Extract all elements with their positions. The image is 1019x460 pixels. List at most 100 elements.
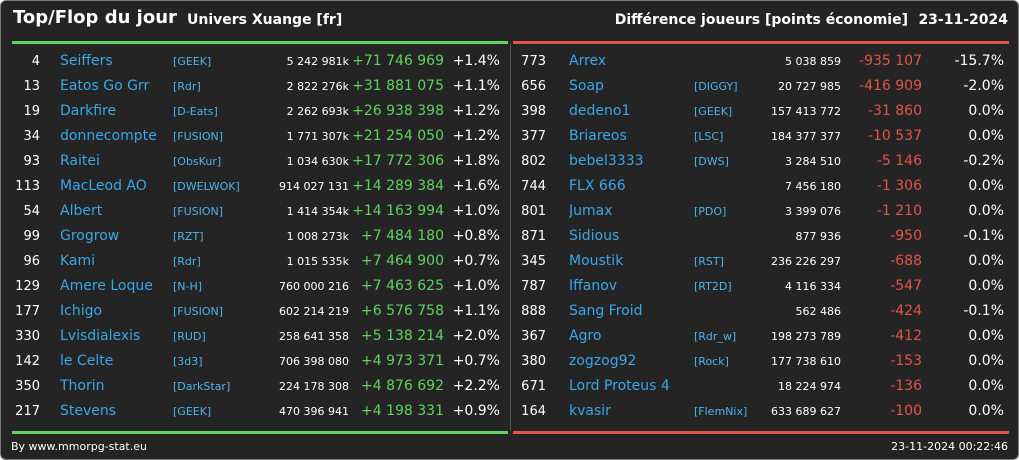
player-rank: 671 (521, 379, 546, 394)
player-name-link[interactable]: Lvisdialexis (60, 328, 141, 344)
player-name-link[interactable]: Lord Proteus 4 (569, 378, 670, 394)
player-points: 914 027 131 (279, 180, 349, 193)
flop-player-row: 345 Moustik [RST] 236 226 297 -688 0.0% (512, 249, 1010, 274)
flop-player-row: 801 Jumax [PDO] 3 399 076 -1 210 0.0% (512, 199, 1010, 224)
percent-change: 0.0% (968, 353, 1004, 369)
alliance-tag-link[interactable]: [FUSION] (173, 130, 224, 143)
player-name-link[interactable]: Stevens (60, 403, 117, 419)
points-difference: -547 (890, 278, 922, 294)
player-name-link[interactable]: Arrex (569, 53, 607, 69)
player-rank: 398 (521, 104, 546, 119)
player-name-link[interactable]: Thorin (60, 378, 105, 394)
points-difference: -1 306 (876, 178, 922, 194)
player-points: 258 641 358 (279, 330, 349, 343)
player-name-link[interactable]: Grogrow (60, 228, 120, 244)
player-name-link[interactable]: Moustik (569, 253, 624, 269)
percent-change: -15.7% (954, 53, 1004, 69)
flop-footer-divider (513, 431, 1009, 434)
alliance-tag-link[interactable]: [LSC] (694, 130, 724, 143)
player-name-link[interactable]: MacLeod AO (60, 178, 147, 194)
player-name-link[interactable]: Iffanov (569, 278, 618, 294)
top-player-row: 93 Raitei [ObsKur] 1 034 630k +17 772 306 +1.… (11, 149, 509, 174)
player-name-link[interactable]: Seiffers (60, 53, 113, 69)
alliance-tag-link[interactable]: [RUD] (173, 330, 206, 343)
alliance-tag-link[interactable]: [PDO] (694, 205, 727, 218)
alliance-tag-link[interactable]: [RT2D] (694, 280, 732, 293)
player-name-link[interactable]: Albert (60, 203, 103, 219)
player-name-link[interactable]: Soap (569, 78, 604, 94)
player-rank: 367 (521, 329, 546, 344)
player-name-link[interactable]: Sidious (569, 228, 620, 244)
player-name-link[interactable]: bebel3333 (569, 153, 644, 169)
alliance-tag-link[interactable]: [DWELWOK] (173, 180, 240, 193)
player-points: 20 727 985 (778, 80, 841, 93)
player-rank: 801 (521, 204, 546, 219)
alliance-tag-link[interactable]: [RZT] (173, 230, 204, 243)
player-name-link[interactable]: Darkfire (60, 103, 117, 119)
alliance-tag-link[interactable]: [ObsKur] (173, 155, 222, 168)
top-player-row: 19 Darkfire [D-Eats] 2 262 693k +26 938 398 +… (11, 99, 509, 124)
player-name-link[interactable]: Kami (60, 253, 96, 269)
alliance-tag-link[interactable]: [Rock] (694, 355, 729, 368)
player-name-link[interactable]: dedeno1 (569, 103, 631, 119)
alliance-tag-link[interactable]: [N-H] (173, 280, 203, 293)
alliance-tag-link[interactable]: [DarkStar] (173, 380, 231, 393)
points-difference: +31 881 075 (352, 78, 444, 94)
player-rank: 787 (521, 279, 546, 294)
player-points: 184 377 377 (771, 130, 841, 143)
alliance-tag-link[interactable]: [Rdr] (173, 255, 201, 268)
percent-change: +1.8% (452, 153, 500, 169)
alliance-tag-link[interactable]: [GEEK] (173, 405, 212, 418)
alliance-tag-link[interactable]: [FlemNix] (694, 405, 748, 418)
player-name-link[interactable]: Briareos (569, 128, 627, 144)
player-name-link[interactable]: Agro (569, 328, 602, 344)
top-player-row: 54 Albert [FUSION] 1 414 354k +14 163 994 +1.… (11, 199, 509, 224)
player-rank: 773 (521, 54, 546, 69)
player-rank: 99 (23, 229, 40, 244)
player-points: 633 689 627 (771, 405, 841, 418)
percent-change: 0.0% (968, 278, 1004, 294)
alliance-tag-link[interactable]: [GEEK] (173, 55, 212, 68)
player-name-link[interactable]: Ichigo (60, 303, 103, 319)
top-player-row: 4 Seiffers [GEEK] 5 242 981k +71 746 969 +1.4… (11, 49, 509, 74)
player-rank: 13 (23, 79, 40, 94)
alliance-tag-link[interactable]: [DIGGY] (694, 80, 738, 93)
alliance-tag-link[interactable]: [RST] (694, 255, 724, 268)
alliance-tag-link[interactable]: [GEEK] (694, 105, 733, 118)
player-points: 706 398 080 (279, 355, 349, 368)
top-player-row: 177 Ichigo [FUSION] 602 214 219 +6 576 758 +1… (11, 299, 509, 324)
player-name-link[interactable]: Sang Froid (569, 303, 643, 319)
player-name-link[interactable]: Amere Loque (60, 278, 153, 294)
player-points: 1 034 630k (286, 155, 349, 168)
points-difference: +26 938 398 (352, 103, 444, 119)
player-rank: 19 (23, 104, 40, 119)
player-rank: 142 (15, 354, 40, 369)
alliance-tag-link[interactable]: [Rdr_w] (694, 330, 737, 343)
player-name-link[interactable]: Jumax (569, 203, 613, 219)
points-difference: -100 (890, 403, 922, 419)
player-name-link[interactable]: zogzog92 (569, 353, 637, 369)
top-player-row: 34 donnecompte [FUSION] 1 771 307k +21 254 0… (11, 124, 509, 149)
percent-change: 0.0% (968, 128, 1004, 144)
alliance-tag-link[interactable]: [DWS] (694, 155, 729, 168)
flop-player-row: 367 Agro [Rdr_w] 198 273 789 -412 0.0% (512, 324, 1010, 349)
alliance-tag-link[interactable]: [D-Eats] (173, 105, 218, 118)
percent-change: +1.1% (452, 303, 500, 319)
player-name-link[interactable]: le Celte (60, 353, 114, 369)
player-name-link[interactable]: kvasir (569, 403, 611, 419)
column-divider (510, 44, 511, 431)
alliance-tag-link[interactable]: [Rdr] (173, 80, 201, 93)
points-difference: -412 (890, 328, 922, 344)
player-name-link[interactable]: FLX 666 (569, 178, 626, 194)
metric-label: Différence joueurs [points économie] (614, 12, 908, 28)
player-points: 1 414 354k (286, 205, 349, 218)
alliance-tag-link[interactable]: [FUSION] (173, 305, 224, 318)
alliance-tag-link[interactable]: [FUSION] (173, 205, 224, 218)
percent-change: 0.0% (968, 103, 1004, 119)
alliance-tag-link[interactable]: [3d3] (173, 355, 203, 368)
percent-change: +2.2% (452, 378, 500, 394)
player-name-link[interactable]: Raitei (60, 153, 100, 169)
player-name-link[interactable]: Eatos Go Grr (60, 78, 150, 94)
points-difference: -950 (890, 228, 922, 244)
player-name-link[interactable]: donnecompte (60, 128, 157, 144)
